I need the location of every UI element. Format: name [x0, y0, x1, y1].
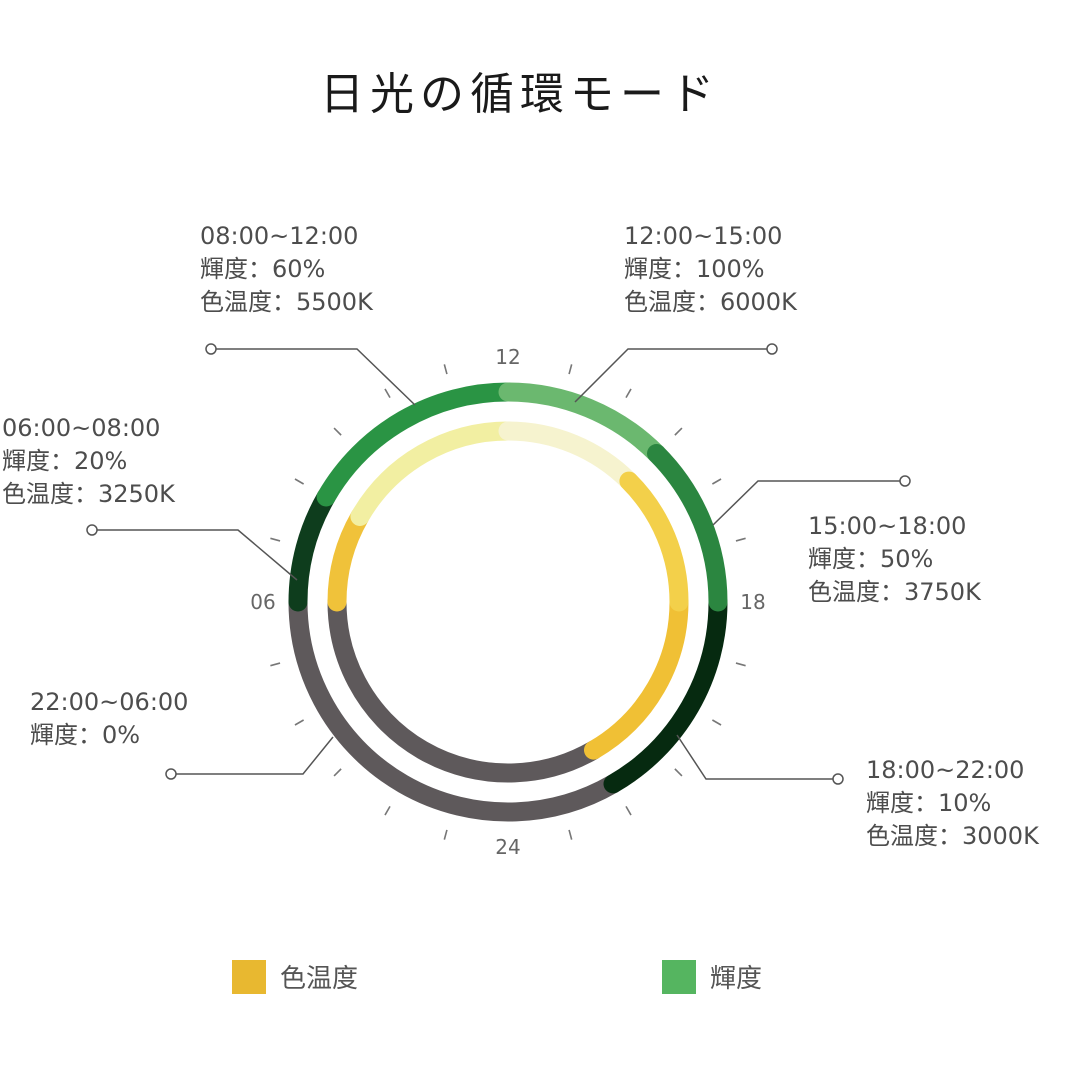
hour-label: 06 [250, 590, 275, 614]
brightness-arc-15-18 [646, 444, 728, 612]
hour-tick [333, 427, 342, 436]
brightness-arc-6-8 [288, 487, 336, 612]
callout-temp: 色温度：3000K [866, 822, 1039, 850]
callout-12-15: 12:00~15:00 輝度：100% 色温度：6000K [624, 220, 797, 319]
hour-tick [294, 719, 305, 726]
color-temp-arc-12-15 [498, 421, 639, 491]
hour-label: 12 [495, 345, 520, 369]
callout-15-18: 15:00~18:00 輝度：50% 色温度：3750K [808, 510, 981, 609]
leader-dot [165, 768, 177, 780]
brightness-arc-18-22 [603, 592, 728, 794]
color-temp-arc-22-06 [327, 592, 603, 783]
leader-dot [899, 475, 911, 487]
hour-tick [270, 662, 281, 667]
hour-label: 24 [495, 835, 520, 859]
callout-range: 15:00~18:00 [808, 512, 967, 540]
hour-tick [625, 388, 632, 399]
hour-tick [735, 537, 746, 542]
hour-tick [333, 768, 342, 777]
hour-tick [711, 719, 722, 726]
callout-temp: 色温度：3250K [2, 480, 175, 508]
callout-temp: 色温度：6000K [624, 288, 797, 316]
brightness-arc-22-06 [288, 592, 623, 822]
color-temp-arc-18-22 [584, 592, 689, 760]
callout-brightness: 輝度：20% [2, 447, 128, 475]
callout-08-12: 08:00~12:00 輝度：60% 色温度：5500K [200, 220, 373, 319]
chart-title: 日光の循環モード [320, 69, 720, 120]
leader-line [712, 480, 905, 526]
brightness-arc-8-12 [316, 382, 518, 507]
callout-temp: 色温度：5500K [200, 288, 373, 316]
leader-line [574, 348, 772, 403]
leader-dot [766, 343, 778, 355]
callout-range: 12:00~15:00 [624, 222, 783, 250]
legend-label: 色温度 [280, 964, 359, 994]
leader-line [211, 348, 416, 406]
hour-tick [568, 364, 573, 375]
callout-range: 18:00~22:00 [866, 756, 1025, 784]
callout-temp: 色温度：3750K [808, 578, 981, 606]
leader-line [92, 529, 298, 581]
callout-range: 06:00~08:00 [2, 414, 161, 442]
hour-tick [674, 768, 683, 777]
callout-range: 22:00~06:00 [30, 688, 189, 716]
callout-brightness: 輝度：50% [808, 545, 934, 573]
hour-tick [568, 829, 573, 840]
legend-label: 輝度 [710, 964, 763, 994]
hour-tick [384, 388, 391, 399]
leader-dot [205, 343, 217, 355]
color-temp-arc-15-18 [619, 471, 689, 612]
hour-label: 18 [740, 590, 765, 614]
callout-brightness: 輝度：60% [200, 255, 326, 283]
callout-22-06: 22:00~06:00 輝度：0% [30, 686, 188, 752]
color-temp-arc-8-12 [350, 421, 518, 526]
leader-dot [86, 524, 98, 536]
callout-06-08: 06:00~08:00 輝度：20% 色温度：3250K [2, 412, 175, 511]
callout-brightness: 輝度：100% [624, 255, 765, 283]
brightness-arc-12-15 [498, 382, 666, 464]
hour-tick [270, 537, 281, 542]
color-temp-arc-6-8 [327, 507, 370, 612]
legend-color-temp: 色温度 [232, 958, 358, 995]
legend-swatch-yellow [232, 959, 266, 994]
hour-tick [674, 427, 683, 436]
hour-tick [294, 478, 305, 485]
callout-range: 08:00~12:00 [200, 222, 359, 250]
leader-dot [832, 773, 844, 785]
callout-brightness: 輝度：0% [30, 721, 141, 749]
hour-tick [384, 805, 391, 816]
callout-18-22: 18:00~22:00 輝度：10% 色温度：3000K [866, 754, 1039, 853]
leader-line [676, 734, 838, 780]
hour-tick [443, 829, 448, 840]
hour-tick [711, 478, 722, 485]
hour-tick [443, 364, 448, 375]
legend-brightness: 輝度 [662, 958, 762, 995]
legend-swatch-green [662, 959, 696, 994]
callout-brightness: 輝度：10% [866, 789, 992, 817]
leader-line [171, 736, 334, 775]
hour-tick [735, 662, 746, 667]
hour-tick [625, 805, 632, 816]
